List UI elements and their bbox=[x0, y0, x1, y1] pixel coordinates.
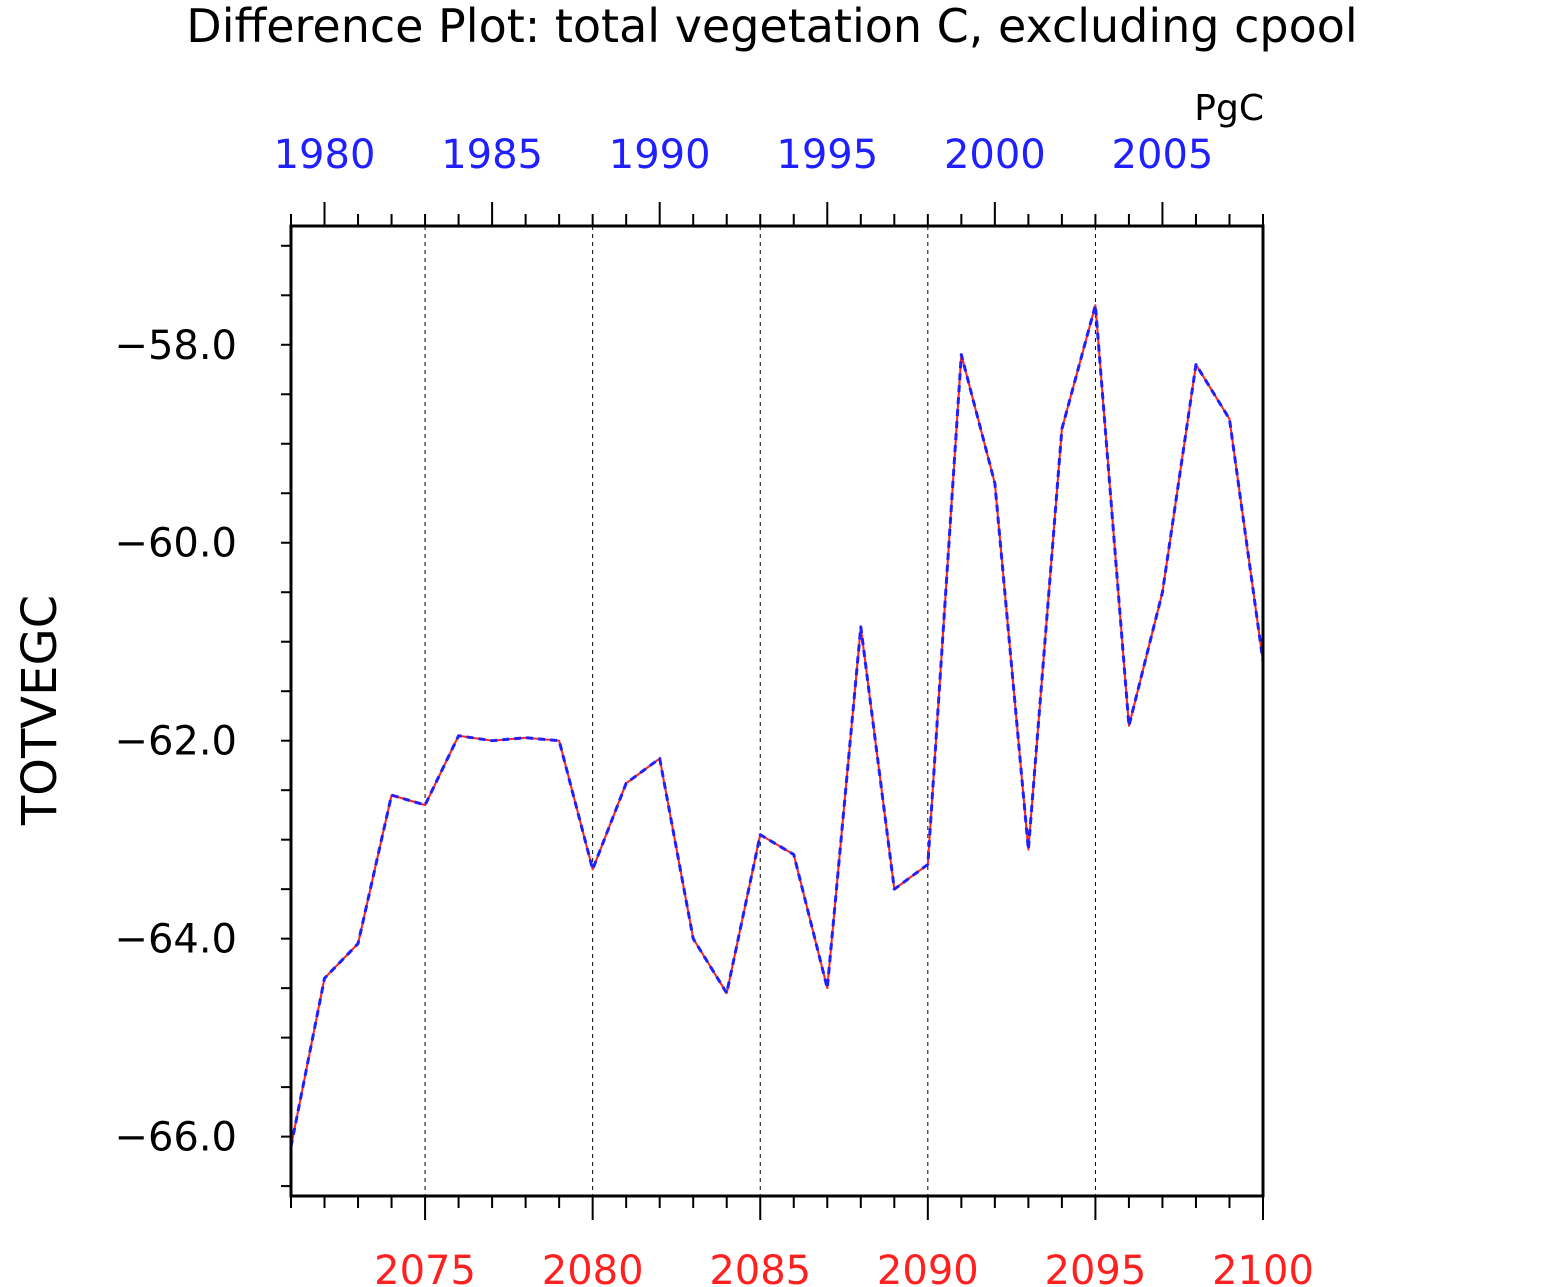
data-series bbox=[289, 303, 1265, 1147]
top-tick-label: 2005 bbox=[1112, 132, 1214, 178]
top-tick-label: 1980 bbox=[274, 132, 376, 178]
series-line-1 bbox=[290, 304, 1264, 1147]
bottom-tick-label: 2080 bbox=[542, 1248, 644, 1287]
plot-frame bbox=[289, 224, 1265, 1198]
top-tick-label: 2000 bbox=[944, 132, 1046, 178]
y-tick-label: −62.0 bbox=[114, 719, 237, 765]
bottom-tick-label: 2085 bbox=[709, 1248, 811, 1287]
y-axis-label: TOTVEGC bbox=[12, 595, 68, 826]
top-tick-label: 1985 bbox=[441, 132, 543, 178]
units-label: PgC bbox=[1194, 88, 1264, 129]
series-line-2 bbox=[289, 303, 1265, 1147]
y-tick-label: −60.0 bbox=[114, 521, 237, 567]
bottom-tick-label: 2090 bbox=[877, 1248, 979, 1287]
top-tick-label: 1995 bbox=[776, 132, 878, 178]
grid-lines bbox=[424, 226, 1096, 1196]
bottom-tick-label: 2100 bbox=[1212, 1248, 1314, 1287]
y-axis: −58.0 −60.0 −62.0 −64.0 −66.0 bbox=[114, 244, 291, 1188]
chart-title: Difference Plot: total vegetation C, exc… bbox=[186, 0, 1357, 53]
bottom-x-axis: 2075 2080 2085 2090 2095 2100 bbox=[290, 1196, 1314, 1287]
y-tick-label: −66.0 bbox=[114, 1115, 237, 1161]
top-tick-label: 1990 bbox=[609, 132, 711, 178]
bottom-tick-label: 2095 bbox=[1045, 1248, 1147, 1287]
y-tick-label: −58.0 bbox=[114, 323, 237, 369]
y-tick-label: −64.0 bbox=[114, 917, 237, 963]
bottom-tick-label: 2075 bbox=[374, 1248, 476, 1287]
top-x-axis: 1980 1985 1990 1995 2000 2005 bbox=[274, 132, 1264, 226]
